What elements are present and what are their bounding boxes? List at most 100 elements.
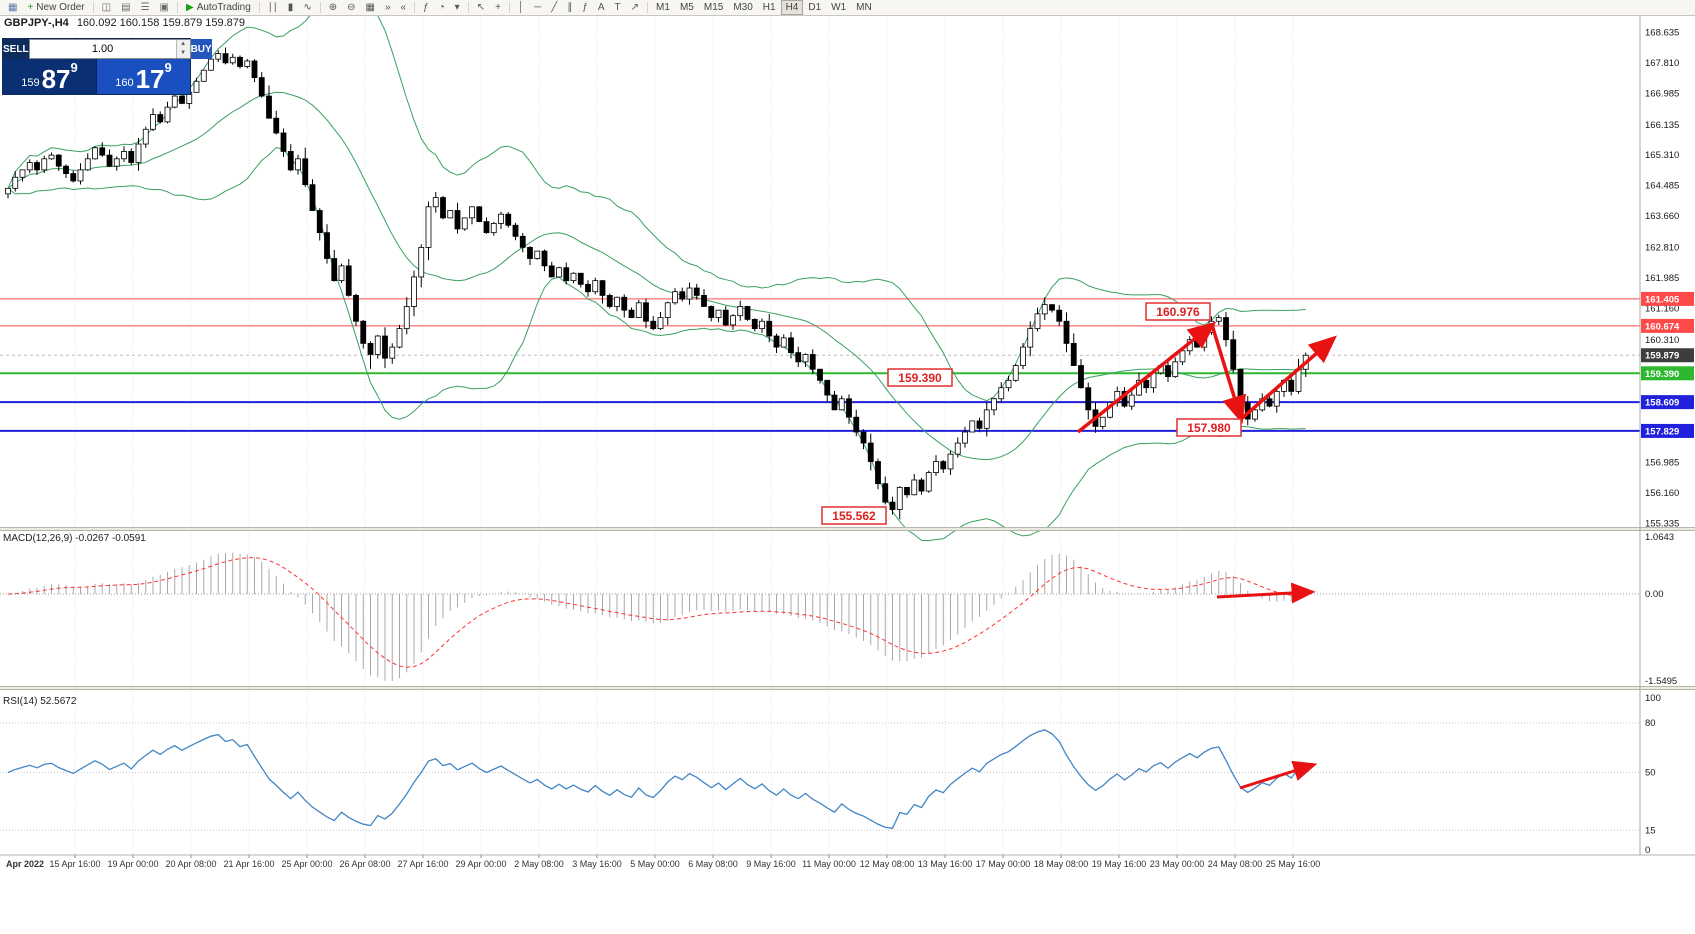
price-callout-box[interactable]	[887, 368, 953, 387]
timeframe-d1-button[interactable]: D1	[803, 0, 826, 15]
timeframe-w1-button[interactable]: W1	[826, 0, 851, 15]
date-tick-label: Apr 2022	[6, 859, 44, 869]
trend-arrows[interactable]	[1076, 321, 1337, 790]
date-tick-label: 23 May 00:00	[1150, 859, 1205, 869]
zoom-out-icon-glyph: ⊖	[347, 1, 356, 13]
price-tick-label: 155.335	[1645, 518, 1679, 529]
price-callout-text: 157.980	[1187, 421, 1231, 435]
macd-axis-label: 1.0643	[1645, 532, 1674, 543]
trend-arrow[interactable]	[1210, 324, 1246, 425]
price-tick-label: 164.485	[1645, 181, 1679, 192]
tile-windows-icon[interactable]: ▦	[360, 0, 379, 15]
timeframe-m5-button[interactable]: M5	[675, 0, 699, 15]
toolbar-separator	[176, 2, 178, 13]
autotrading-button[interactable]: ▶ AutoTrading	[181, 0, 256, 15]
price-badge-text: 159.879	[1645, 351, 1679, 362]
date-tick-label: 20 Apr 08:00	[165, 859, 216, 869]
zoom-out-icon[interactable]: ⊖	[342, 0, 360, 15]
sell-price-sup: 9	[70, 60, 78, 75]
zoom-in-icon[interactable]: ⊕	[324, 0, 342, 15]
price-callout-text: 160.976	[1156, 305, 1200, 319]
label-icon-glyph: T	[614, 1, 621, 13]
chart-window-icon[interactable]: ▦	[3, 0, 22, 15]
toolbar-separator	[647, 2, 649, 13]
timeframe-mn-button[interactable]: MN	[851, 0, 877, 15]
templates-icon-glyph: ▾	[454, 1, 460, 13]
date-tick-label: 2 May 08:00	[514, 859, 564, 869]
templates-icon[interactable]: ▾	[450, 0, 465, 15]
chart-plot-area[interactable]	[0, 16, 1640, 527]
price-callouts[interactable]: 160.976 159.390 157.980 155.562	[821, 302, 1242, 525]
price-axis[interactable]	[1640, 16, 1695, 855]
lot-size-input[interactable]	[29, 42, 176, 56]
buy-price-sup: 9	[164, 60, 172, 75]
cursor-icon[interactable]: ↖	[472, 0, 490, 15]
sell-price-button[interactable]: 159 87 9	[3, 59, 97, 94]
buy-button[interactable]: BUY	[190, 39, 212, 59]
candlestick-chart-icon[interactable]: ▮	[283, 0, 299, 15]
new-order-button[interactable]: + New Order	[22, 0, 89, 15]
price-callout-box[interactable]	[1176, 418, 1242, 437]
trend-arrow[interactable]	[1239, 335, 1337, 421]
indicators-icon[interactable]: ƒ	[418, 0, 434, 15]
sell-price-big: 87	[41, 64, 71, 94]
timeframe-h1-button[interactable]: H1	[758, 0, 781, 15]
lot-spinner: ▲ ▼	[175, 40, 190, 58]
data-window-icon[interactable]: ▤	[116, 0, 135, 15]
bar-chart-icon[interactable]: ∣∣	[263, 0, 283, 15]
date-tick-label: 29 Apr 00:00	[455, 859, 506, 869]
arrows-icon[interactable]: ↗	[626, 0, 644, 15]
sell-button[interactable]: SELL	[3, 39, 29, 59]
horizontal-line-icon-glyph: ─	[534, 1, 542, 13]
toolbar-separator	[508, 2, 510, 13]
price-callout-box[interactable]	[1145, 302, 1211, 321]
periods-icon[interactable]: ◔	[434, 0, 450, 15]
timeframe-m30-button[interactable]: M30	[728, 0, 757, 15]
panel-separator-rsi[interactable]	[0, 686, 1695, 690]
trend-arrow[interactable]	[1076, 321, 1217, 434]
candlestick-chart-icon-glyph: ▮	[287, 1, 294, 13]
bollinger-middle-band	[7, 91, 1306, 461]
channel-icon[interactable]: ∥	[562, 0, 577, 15]
line-chart-icon[interactable]: ∿	[298, 0, 316, 15]
price-tick-label: 163.660	[1645, 211, 1679, 222]
rsi-axis-label: 50	[1645, 768, 1656, 779]
auto-scroll-icon[interactable]: »	[380, 0, 396, 15]
navigator-icon[interactable]: ☰	[136, 0, 155, 15]
trend-arrow[interactable]	[1216, 582, 1316, 604]
trend-arrow[interactable]	[1239, 760, 1318, 790]
date-axis-labels: Apr 2022 15 Apr 16:00 19 Apr 00:00 20 Apr 0…	[6, 855, 1320, 869]
market-watch-icon[interactable]: ◫	[97, 0, 116, 15]
vertical-line-icon[interactable]: │	[513, 0, 529, 15]
chart-shift-icon[interactable]: «	[396, 0, 412, 15]
rsi-axis-label: 15	[1645, 825, 1656, 836]
rsi-axis-label: 100	[1645, 693, 1661, 704]
timeframe-m1-button[interactable]: M1	[651, 0, 675, 15]
date-axis[interactable]	[0, 855, 1695, 873]
crosshair-icon[interactable]: +	[490, 0, 506, 15]
price-callout-box[interactable]	[821, 506, 887, 525]
text-icon[interactable]: A	[593, 0, 610, 15]
data-window-icon-glyph: ▤	[121, 1, 131, 13]
fibonacci-icon[interactable]: ƒ	[577, 0, 593, 15]
lot-decrease-button[interactable]: ▼	[176, 49, 190, 58]
panel-separator-macd[interactable]	[0, 527, 1695, 531]
chart-window-icon-glyph: ▦	[8, 1, 18, 13]
price-tick-label: 156.160	[1645, 488, 1679, 499]
buy-price-button[interactable]: 160 17 9	[97, 59, 190, 94]
line-chart-icon-glyph: ∿	[303, 1, 312, 13]
date-tick-label: 19 May 16:00	[1092, 859, 1147, 869]
buy-price-big: 17	[135, 64, 165, 94]
sell-price-prefix: 159	[21, 77, 40, 89]
label-icon[interactable]: T	[610, 0, 626, 15]
price-tick-label: 167.810	[1645, 58, 1679, 69]
date-tick-label: 18 May 08:00	[1034, 859, 1089, 869]
terminal-icon[interactable]: ▣	[155, 0, 174, 15]
trendline-icon[interactable]: ╱	[546, 0, 562, 15]
lot-increase-button[interactable]: ▲	[176, 40, 190, 49]
top-toolbar: ▦ + New Order ◫ ▤ ☰ ▣ ▶ AutoTrading ∣∣ ▮ ∿ ⊕ ⊖ ▦» «ƒ ◔ ▾ ↖…	[0, 0, 1695, 16]
horizontal-line-icon[interactable]: ─	[529, 0, 546, 15]
timeframe-m15-button[interactable]: M15	[699, 0, 728, 15]
timeframe-h4-button[interactable]: H4	[780, 0, 804, 15]
timeframe-label: W1	[831, 2, 847, 13]
